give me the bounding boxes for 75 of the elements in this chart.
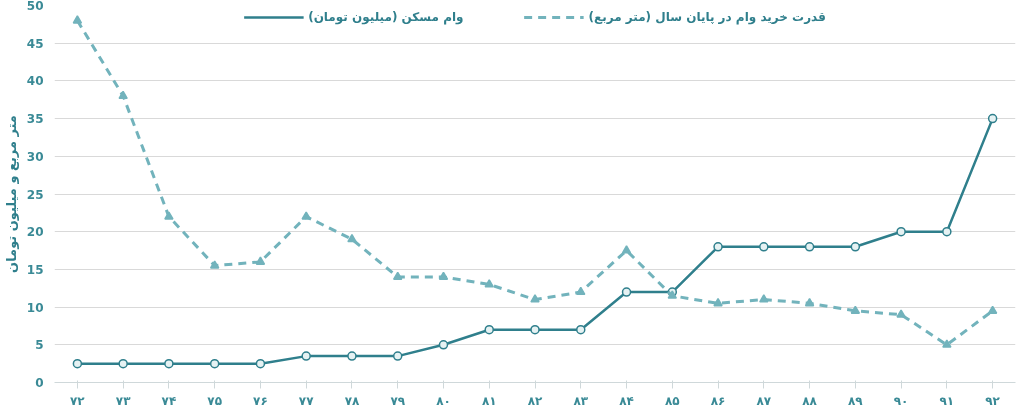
x-tick-label: ۸۵ [664, 393, 680, 408]
y-tick-label: 10 [26, 300, 44, 315]
point [621, 245, 632, 254]
x-tick-label: ۸۸ [802, 393, 818, 408]
point [209, 260, 220, 269]
y-tick-label: 30 [26, 149, 44, 164]
point [484, 279, 494, 288]
point [576, 286, 586, 296]
point [759, 294, 769, 303]
point [164, 358, 174, 369]
point [438, 340, 449, 350]
x-tick-label: ۸۳ [573, 393, 589, 408]
point [804, 297, 815, 307]
y-tick-label: 0 [35, 376, 44, 390]
y-tick-label: 35 [26, 112, 44, 127]
point [530, 324, 540, 335]
x-tick-label: ۸۷ [756, 393, 772, 408]
y-tick-label: 20 [26, 225, 44, 240]
y-axis-title: متر مربع و میلیون تومان [3, 115, 19, 273]
point [209, 358, 220, 369]
x-tick-label: ۷۴ [161, 393, 177, 408]
legend-label: قدرت خرید وام در پایان سال (متر مربع) [588, 10, 826, 24]
legend-label: وام مسکن (میلیون تومان) [308, 10, 464, 24]
point [164, 211, 174, 220]
x-tick-label: ۸۴ [619, 393, 634, 408]
point [347, 233, 357, 243]
y-tick-label: 25 [26, 187, 44, 202]
point [118, 90, 128, 100]
point [850, 242, 861, 252]
x-tick-label: ۹۰ [893, 393, 909, 408]
point [713, 297, 723, 307]
y-tick-label: 5 [35, 338, 44, 353]
point [759, 242, 769, 252]
x-tick-label: ۹۲ [985, 393, 1001, 408]
point [713, 242, 723, 252]
point [850, 305, 861, 314]
y-tick-label: 40 [26, 74, 44, 89]
y-tick-label: 45 [26, 36, 44, 51]
point [72, 358, 83, 369]
y-tick-label: 50 [26, 0, 44, 13]
x-tick-label: ۷۳ [115, 393, 132, 408]
point [438, 271, 449, 280]
point [301, 351, 311, 361]
y-tick-label: 15 [26, 262, 44, 277]
point [576, 324, 586, 335]
point [72, 15, 83, 24]
x-tick-label: ۷۵ [207, 393, 222, 408]
point [987, 113, 998, 124]
x-tick-label: ۷۸ [344, 393, 360, 408]
point [621, 287, 632, 297]
point [392, 271, 403, 280]
x-tick-label: ۷۹ [390, 393, 406, 408]
point [942, 339, 952, 348]
x-tick-label: ۷۲ [70, 393, 86, 408]
x-tick-label: ۸۶ [710, 393, 726, 408]
point [255, 358, 266, 369]
point [484, 324, 494, 335]
point [896, 226, 906, 237]
point [392, 351, 403, 361]
x-tick-label: ۸۱ [481, 393, 497, 408]
point [942, 226, 952, 237]
point [301, 211, 311, 220]
x-tick-label: ۷۷ [298, 393, 315, 408]
x-tick-label: ۸۹ [848, 393, 864, 408]
point [987, 305, 998, 314]
point [896, 309, 906, 318]
x-tick-label: ۹۱ [939, 393, 955, 408]
point [804, 242, 815, 252]
point [347, 351, 357, 361]
x-tick-label: ۸۲ [527, 393, 543, 408]
x-tick-label: ۸۰ [436, 393, 451, 408]
point [255, 256, 266, 265]
x-tick-label: ۷۶ [253, 393, 268, 408]
point [118, 358, 128, 369]
point [530, 294, 540, 303]
